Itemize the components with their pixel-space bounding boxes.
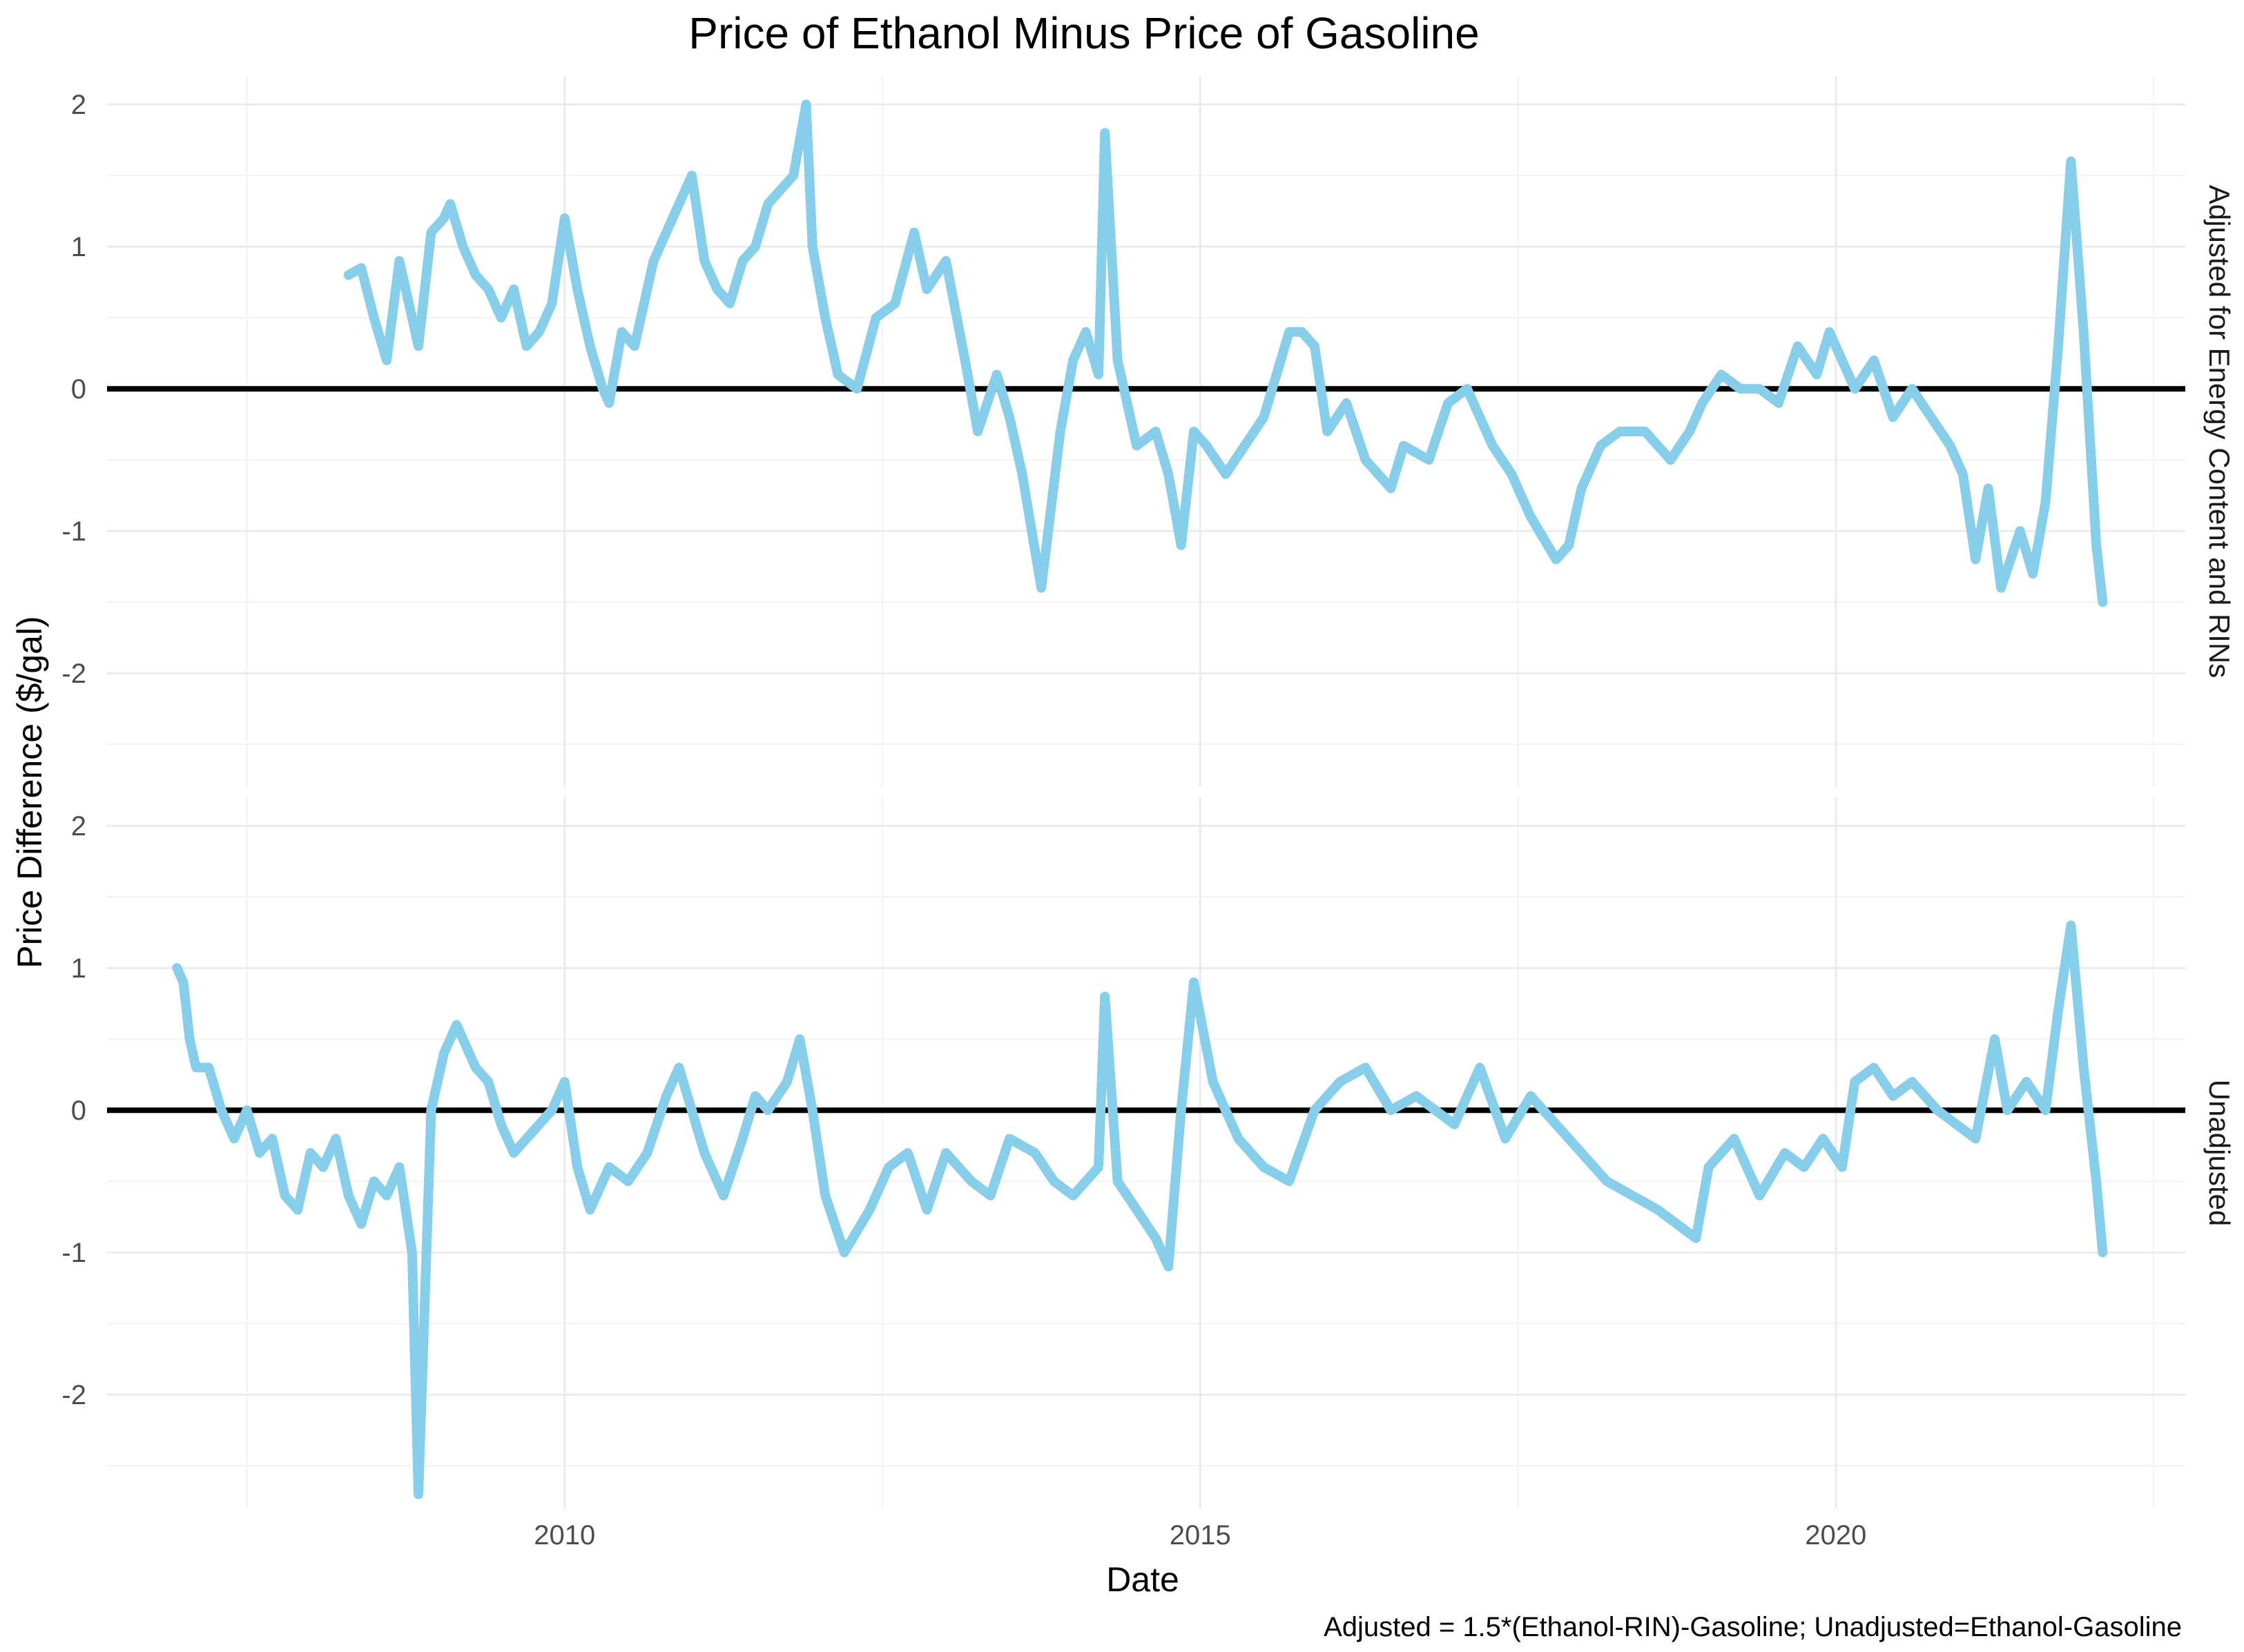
y-axis-ticks-unadjusted: -2 -1 0 1 2 — [61, 811, 86, 1410]
chart-title: Price of Ethanol Minus Price of Gasoline — [688, 8, 1479, 58]
chart-caption: Adjusted = 1.5*(Ethanol-RIN)-Gasoline; U… — [1324, 1612, 2182, 1642]
series-line-unadjusted — [172, 920, 2108, 1499]
y-tick-label-adjusted: 0 — [71, 374, 86, 405]
y-tick-label-unadjusted: 2 — [71, 811, 86, 842]
y-tick-label-adjusted: -1 — [61, 516, 86, 547]
panel-adjusted: -2 -1 0 1 2 Adjusted for Energy Content and … — [61, 76, 2236, 787]
x-tick-label: 2010 — [534, 1520, 595, 1551]
y-tick-label-unadjusted: 0 — [71, 1096, 86, 1126]
y-tick-label-unadjusted: 1 — [71, 953, 86, 984]
y-axis-title: Price Difference ($/gal) — [10, 616, 49, 968]
y-tick-label-unadjusted: -1 — [61, 1238, 86, 1268]
y-tick-label-adjusted: 2 — [71, 90, 86, 120]
y-tick-label-adjusted: -2 — [61, 659, 86, 689]
x-axis-ticks: 2010 2015 2020 — [534, 1520, 1866, 1551]
x-tick-label: 2015 — [1170, 1520, 1231, 1551]
facet-label-adjusted: Adjusted for Energy Content and RINs — [2203, 185, 2236, 678]
y-tick-label-unadjusted: -2 — [61, 1380, 86, 1410]
y-tick-label-adjusted: 1 — [71, 232, 86, 262]
panel-unadjusted: -2 -1 0 1 2 Unadjusted — [61, 797, 2236, 1508]
x-axis-title: Date — [1106, 1560, 1179, 1599]
facet-label-unadjusted: Unadjusted — [2203, 1080, 2236, 1226]
series-line-adjusted — [343, 99, 2108, 608]
grid-adjusted — [107, 76, 2185, 787]
y-axis-ticks-adjusted: -2 -1 0 1 2 — [61, 90, 86, 689]
x-tick-label: 2020 — [1805, 1520, 1866, 1551]
